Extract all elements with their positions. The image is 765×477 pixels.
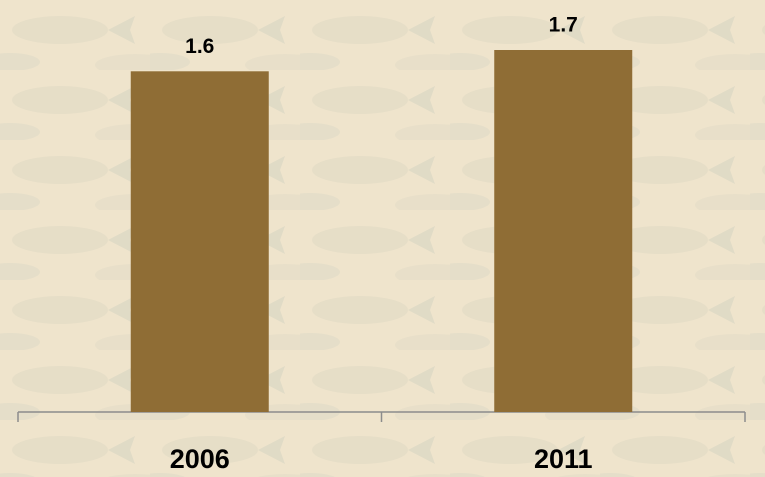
background <box>0 0 765 477</box>
chart: 1.6 2006 1.7 2011 <box>0 0 765 477</box>
x-tick-label: 2011 <box>534 444 593 474</box>
x-tick-label: 2006 <box>170 444 230 474</box>
data-label: 1.6 <box>185 35 214 58</box>
data-label: 1.7 <box>549 14 578 37</box>
bar <box>131 71 269 412</box>
bar <box>494 50 632 412</box>
